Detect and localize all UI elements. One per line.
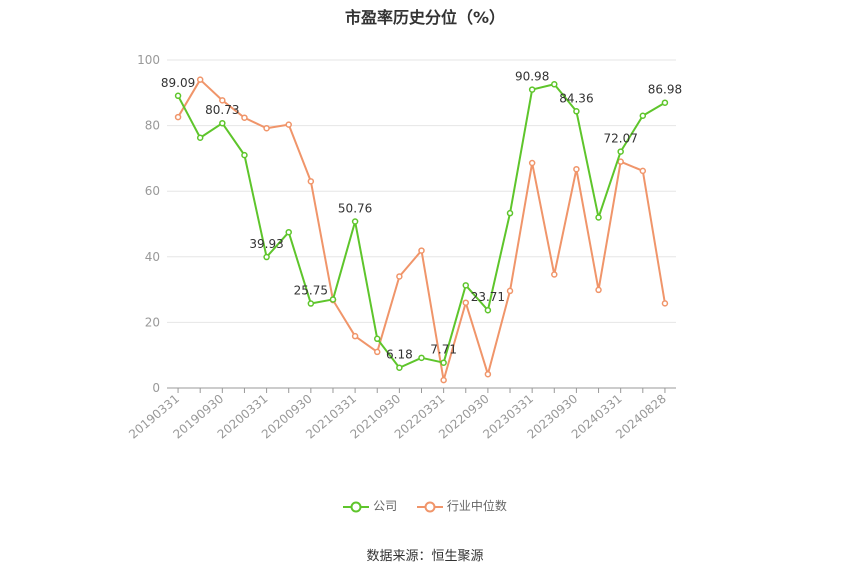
data-label-company-2: 80.73 [205, 103, 239, 117]
legend-item-industry[interactable]: 行业中位数 [416, 497, 507, 514]
legend-company-marker-icon [343, 501, 370, 512]
y-tick-label-100: 100 [137, 53, 160, 67]
point-industry-8 [351, 332, 359, 340]
gridlines [167, 59, 676, 323]
point-company-2 [219, 119, 226, 127]
data-label-company-20: 72.07 [603, 132, 637, 146]
legend-label-industry: 行业中位数 [446, 499, 507, 513]
data-label-company-22: 86.98 [648, 83, 682, 97]
point-industry-6 [307, 178, 315, 185]
point-company-17 [551, 81, 558, 88]
data-label-company-4: 39.93 [249, 237, 283, 251]
x-axis: 2019033120190930202003312020093020210331… [126, 387, 676, 442]
y-axis: 0 20 40 60 80 100 [137, 53, 160, 395]
point-company-15 [506, 209, 514, 217]
point-company-8 [351, 218, 359, 225]
point-company-3 [241, 151, 248, 159]
series-company [174, 81, 669, 371]
point-industry-11 [418, 247, 425, 254]
legend-item-company[interactable]: 公司 [343, 497, 397, 514]
point-industry-12 [440, 376, 447, 384]
series-industry [174, 76, 669, 384]
y-tick-label-80: 80 [145, 119, 160, 133]
point-industry-21 [639, 167, 647, 175]
point-company-4 [263, 253, 270, 261]
point-industry-22 [661, 300, 669, 307]
y-tick-label-20: 20 [145, 315, 160, 329]
point-company-20 [617, 148, 624, 155]
series-line-industry [177, 78, 666, 382]
point-industry-0 [174, 113, 182, 121]
point-industry-10 [396, 273, 403, 280]
data-label-company-16: 90.98 [515, 70, 549, 84]
point-industry-18 [573, 165, 580, 173]
series-layer [174, 76, 669, 384]
data-label-company-12: 7.71 [430, 343, 457, 357]
y-tick-label-60: 60 [145, 184, 160, 198]
data-label-company-0: 89.09 [161, 76, 195, 90]
point-company-9 [373, 335, 381, 343]
data-labels: 89.09 80.73 39.93 25.75 50.76 6.18 7.71 23.71 90… [161, 70, 682, 362]
data-label-company-18: 84.36 [559, 91, 593, 105]
point-industry-14 [484, 370, 492, 378]
point-company-1 [196, 134, 204, 141]
point-company-13 [462, 282, 470, 289]
data-label-company-10: 6.18 [386, 348, 413, 362]
data-label-company-14: 23.71 [471, 290, 505, 304]
data-source: 数据来源：恒生聚源 [366, 549, 484, 564]
point-industry-17 [551, 271, 558, 278]
point-company-6 [307, 300, 315, 307]
point-industry-2 [219, 97, 226, 104]
y-tick-label-0: 0 [152, 381, 160, 395]
point-company-12 [440, 359, 447, 366]
y-tick-label-40: 40 [145, 250, 160, 264]
point-industry-3 [241, 114, 248, 121]
data-label-company-8: 50.76 [338, 202, 372, 216]
point-company-19 [595, 214, 602, 221]
point-company-16 [528, 86, 536, 93]
legend: 公司 行业中位数 [0, 497, 850, 514]
legend-label-company: 公司 [373, 499, 398, 513]
data-label-company-6: 25.75 [294, 284, 328, 298]
point-industry-1 [196, 76, 204, 83]
point-industry-9 [373, 348, 381, 356]
point-company-11 [418, 354, 425, 362]
point-company-21 [639, 112, 647, 120]
point-company-18 [573, 108, 580, 115]
point-company-7 [329, 296, 337, 303]
point-company-14 [484, 306, 492, 314]
point-industry-4 [263, 124, 270, 132]
chart-title: 市盈率历史分位（%） [344, 8, 506, 27]
point-industry-16 [528, 159, 536, 167]
series-line-company [177, 83, 666, 369]
point-industry-5 [285, 121, 292, 128]
point-industry-13 [462, 299, 470, 306]
point-company-10 [396, 364, 403, 371]
point-company-22 [661, 99, 669, 106]
legend-industry-marker-icon [416, 501, 443, 512]
point-industry-19 [595, 286, 602, 294]
point-industry-15 [506, 287, 514, 295]
point-company-5 [285, 228, 292, 236]
point-company-0 [174, 92, 182, 100]
